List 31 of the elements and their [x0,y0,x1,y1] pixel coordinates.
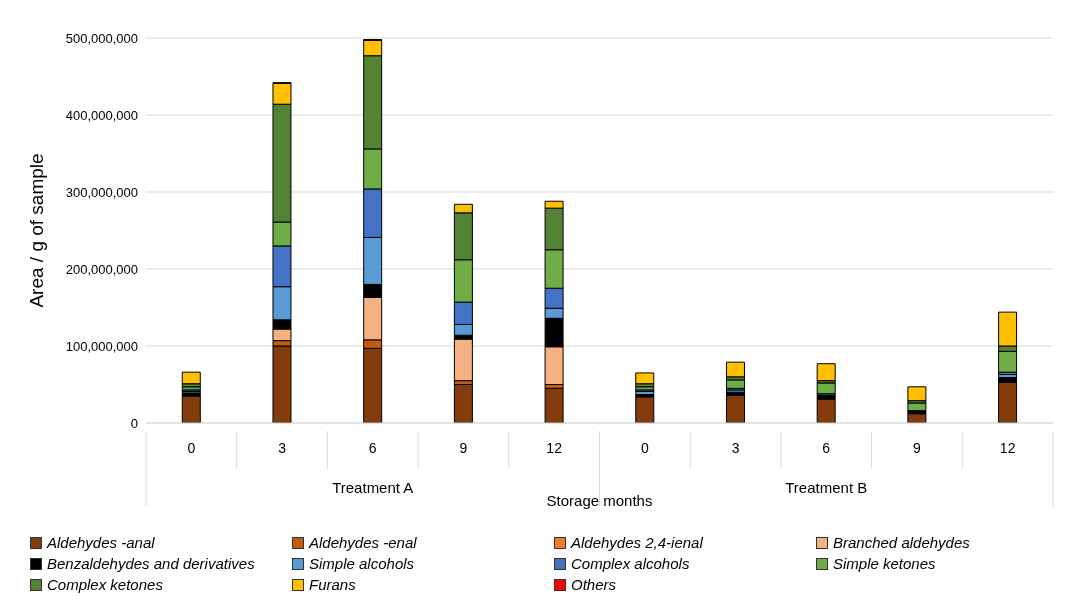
x-tick-label: 3 [731,440,740,456]
x-tick-label: 0 [640,440,649,456]
legend-label: Aldehydes 2,4-ienal [571,534,703,551]
legend-label: Simple alcohols [309,555,415,572]
legend-label: Simple ketones [833,555,936,572]
x-tick-label: 0 [187,440,196,456]
x-tick-label: 6 [368,440,377,456]
text: Treatment B [785,479,868,496]
x-axis-title: Storage months [546,492,653,509]
x-tick-label: 9 [459,440,468,456]
y-tick-label: 100,000,000 [65,338,138,354]
legend-label: Branched aldehydes [833,534,970,551]
x-tick-label: 12 [999,440,1016,456]
legend-label: Others [571,576,617,593]
legend-label: Aldehydes -anal [47,534,155,551]
y-tick-label: 0 [130,415,138,431]
x-tick-label: 9 [913,440,922,456]
legend-label: Aldehydes -enal [309,534,417,551]
legend-label: Complex ketones [47,576,163,593]
x-tick-label: 3 [278,440,287,456]
text: Treatment A [332,479,414,496]
y-tick-label: 400,000,000 [65,107,138,123]
y-tick-label: 200,000,000 [65,261,138,277]
legend-label: Furans [309,576,356,593]
legend-label: Complex alcohols [571,555,690,572]
y-axis-title: Area / g of sample [25,153,47,308]
x-tick-label: 6 [822,440,831,456]
y-tick-label: 500,000,000 [65,30,138,46]
y-tick-label: 300,000,000 [65,184,138,200]
x-tick-label: 12 [546,440,563,456]
legend-label: Benzaldehydes and derivatives [47,555,255,572]
